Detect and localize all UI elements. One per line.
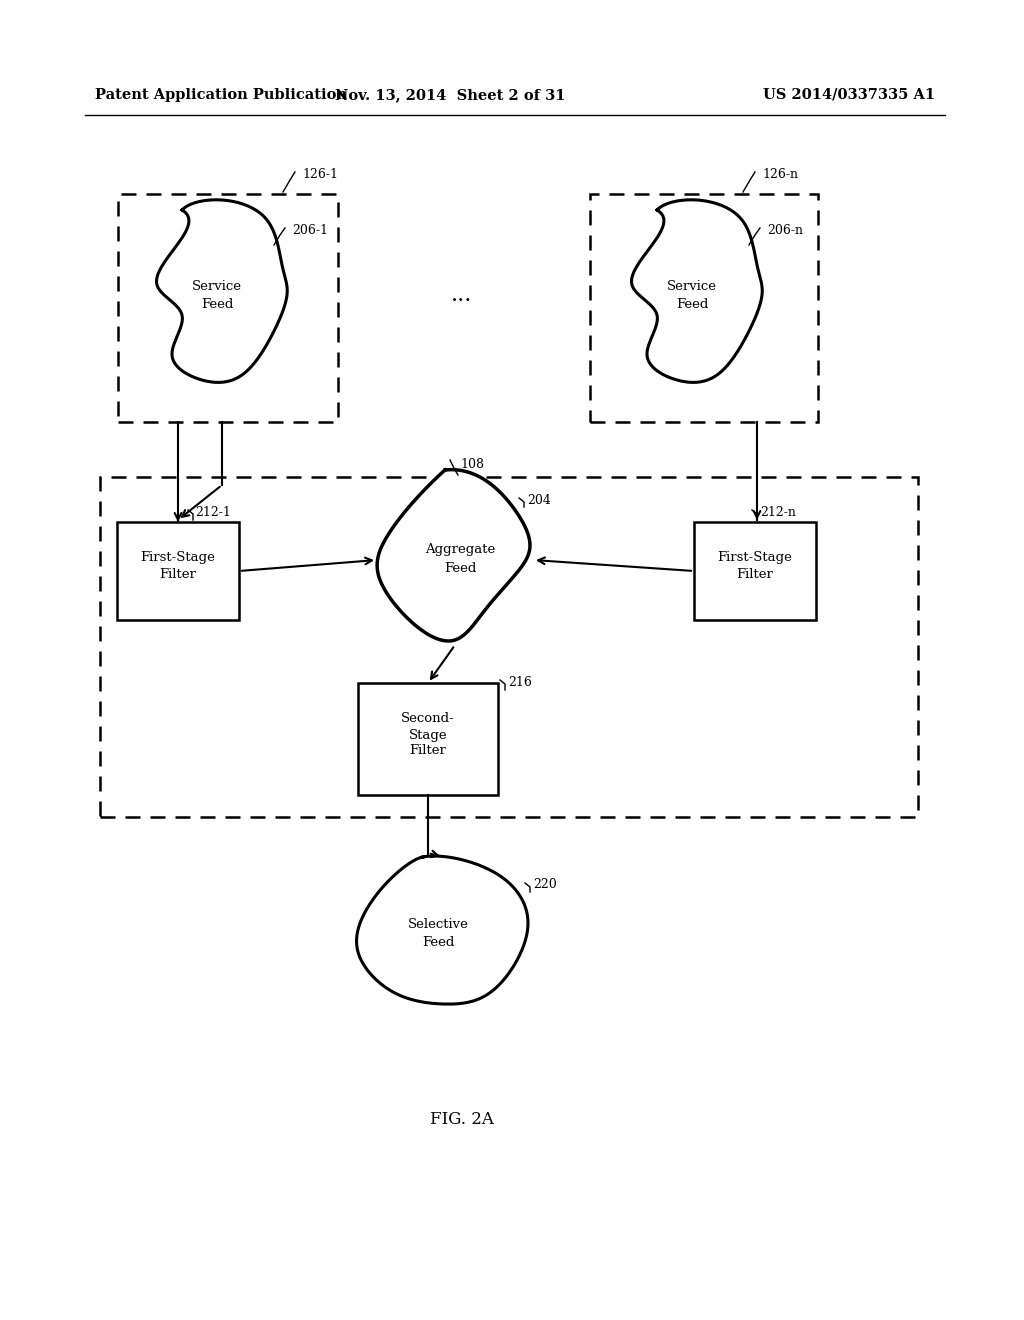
- Text: 212-n: 212-n: [760, 506, 796, 519]
- Polygon shape: [632, 199, 762, 383]
- Text: Filter: Filter: [410, 744, 446, 758]
- Text: Feed: Feed: [201, 298, 233, 312]
- Text: 216: 216: [508, 676, 531, 689]
- Text: Filter: Filter: [160, 569, 197, 582]
- Text: Filter: Filter: [736, 569, 773, 582]
- Text: 220: 220: [534, 879, 557, 891]
- Text: ...: ...: [452, 284, 473, 306]
- Polygon shape: [117, 521, 239, 620]
- Text: 206-n: 206-n: [767, 223, 803, 236]
- Text: First-Stage: First-Stage: [718, 550, 793, 564]
- Text: Aggregate: Aggregate: [425, 544, 496, 557]
- Text: Second-: Second-: [401, 713, 455, 726]
- Text: US 2014/0337335 A1: US 2014/0337335 A1: [763, 88, 935, 102]
- Text: Service: Service: [193, 281, 242, 293]
- Text: 126-1: 126-1: [302, 169, 338, 181]
- Text: 108: 108: [460, 458, 484, 471]
- Text: Selective: Selective: [408, 917, 468, 931]
- Polygon shape: [356, 855, 528, 1005]
- Polygon shape: [157, 199, 288, 383]
- Text: Feed: Feed: [443, 561, 476, 574]
- Text: Feed: Feed: [676, 298, 709, 312]
- Text: 206-1: 206-1: [292, 223, 328, 236]
- Polygon shape: [377, 470, 530, 642]
- Text: Stage: Stage: [409, 729, 447, 742]
- Text: Service: Service: [667, 281, 717, 293]
- Text: First-Stage: First-Stage: [140, 550, 215, 564]
- Text: 212-1: 212-1: [195, 506, 230, 519]
- Text: FIG. 2A: FIG. 2A: [430, 1111, 494, 1129]
- Text: 126-n: 126-n: [762, 169, 798, 181]
- Text: Patent Application Publication: Patent Application Publication: [95, 88, 347, 102]
- Text: 204: 204: [527, 494, 551, 507]
- Polygon shape: [358, 682, 498, 795]
- Polygon shape: [694, 521, 816, 620]
- Text: Nov. 13, 2014  Sheet 2 of 31: Nov. 13, 2014 Sheet 2 of 31: [335, 88, 565, 102]
- Text: Feed: Feed: [422, 936, 455, 949]
